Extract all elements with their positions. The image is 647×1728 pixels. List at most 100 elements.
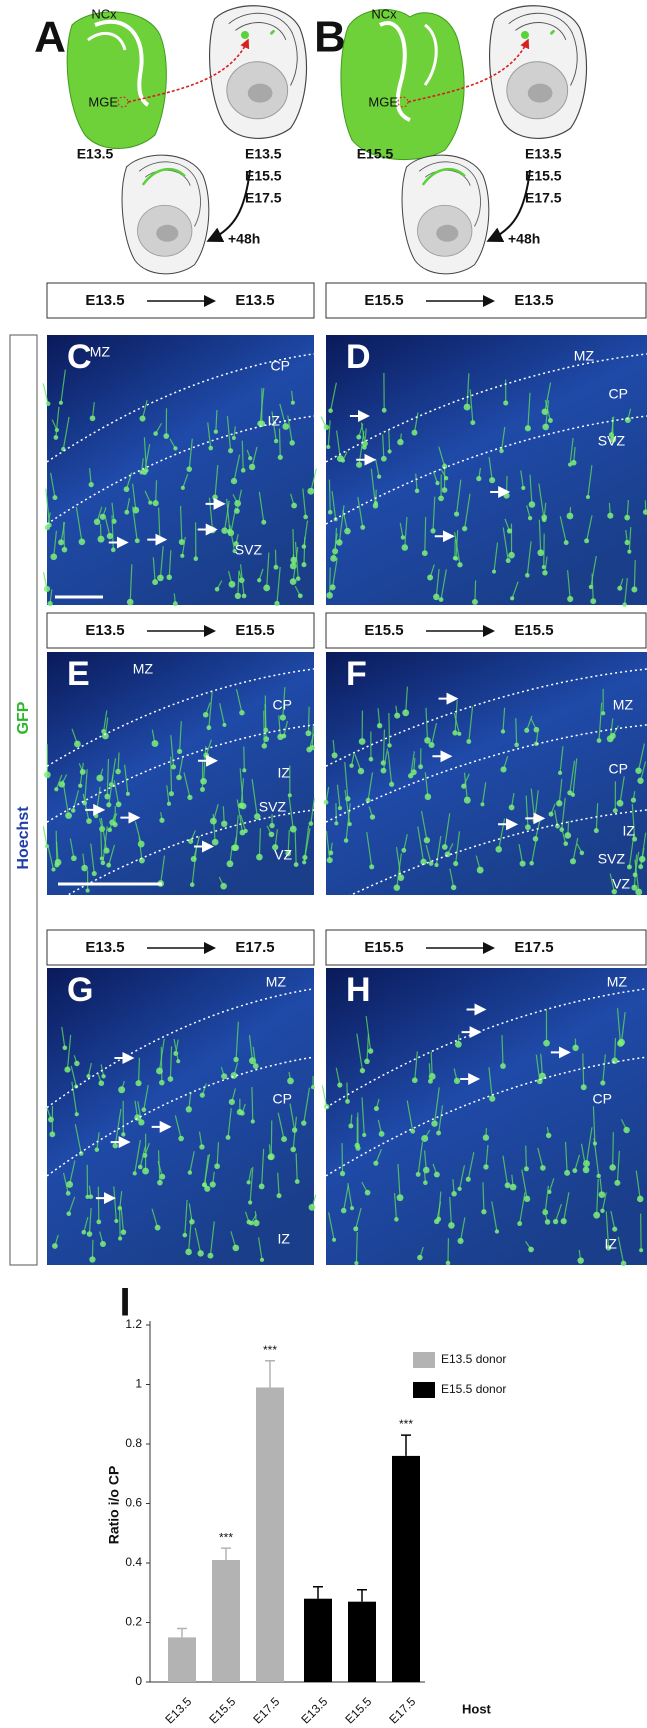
cell-body <box>387 743 391 747</box>
cell-body <box>429 742 435 748</box>
cell-body <box>340 1171 345 1176</box>
cell-body <box>633 872 638 877</box>
cell-body <box>564 832 571 839</box>
cell-process <box>156 480 157 503</box>
cell-body <box>274 439 278 443</box>
cell-body <box>59 401 63 405</box>
cell-body <box>311 1085 315 1089</box>
cell-body <box>613 808 618 813</box>
cell-body <box>163 433 169 439</box>
cell-body <box>568 463 572 467</box>
cell-body <box>288 793 292 797</box>
cell-body <box>101 861 106 866</box>
cell-body <box>269 832 275 838</box>
cell-body <box>442 487 448 493</box>
region-label: CP <box>273 1091 292 1107</box>
cell-body <box>601 711 605 715</box>
cell-body <box>79 538 86 545</box>
cell-body <box>416 1172 421 1177</box>
cell-body <box>353 1226 358 1231</box>
cell-body <box>431 1120 437 1126</box>
cortex-label: NCx <box>371 6 397 21</box>
cell-body <box>337 1082 342 1087</box>
cell-body <box>525 824 531 830</box>
cell-body <box>138 841 145 848</box>
cell-body <box>356 435 361 440</box>
region-label: MZ <box>574 348 595 364</box>
cell-body <box>241 468 246 473</box>
cell-body <box>71 808 75 812</box>
cell-body <box>528 1247 534 1253</box>
cell-body <box>234 508 240 514</box>
cell-body <box>113 1143 118 1148</box>
cell-body <box>537 549 544 556</box>
cell-body <box>301 1120 306 1125</box>
cell-body <box>503 400 508 405</box>
cell-body <box>141 1107 146 1112</box>
cell-body <box>470 420 475 425</box>
cell-body <box>86 889 90 893</box>
cell-body <box>85 1195 89 1199</box>
cell-body <box>529 861 533 865</box>
cell-body <box>95 1148 99 1152</box>
cell-body <box>212 494 218 500</box>
cell-body <box>100 1241 106 1247</box>
cell-body <box>617 586 622 591</box>
cell-body <box>617 800 624 807</box>
cell-body <box>492 570 496 574</box>
cell-body <box>80 769 86 775</box>
cell-body <box>623 1127 629 1133</box>
cell-body <box>334 821 338 825</box>
cell-body <box>388 449 392 453</box>
cell-body <box>240 803 247 810</box>
region-label: SVZ <box>235 542 263 558</box>
cell-body <box>461 784 466 789</box>
cell-body <box>302 544 307 549</box>
region-label: CP <box>593 1091 612 1107</box>
donor-age: E15.5 <box>357 146 394 162</box>
cell-body <box>611 1058 618 1065</box>
legend-swatch <box>413 1352 435 1368</box>
cell-body <box>480 802 484 806</box>
cell-body <box>336 539 342 545</box>
host-age: E13.5 <box>245 146 282 162</box>
cell-body <box>495 846 502 853</box>
cell-body <box>503 492 509 498</box>
cell-body <box>627 865 632 870</box>
cell-body <box>583 1167 590 1174</box>
cell-body <box>483 1134 489 1140</box>
cell-body <box>593 1141 597 1145</box>
region-label: IZ <box>605 1236 618 1252</box>
y-tick-label: 0.6 <box>125 1496 142 1510</box>
cell-body <box>231 478 237 484</box>
cell-body <box>240 1111 245 1116</box>
cell-body <box>51 867 55 871</box>
cell-body <box>215 587 220 592</box>
cell-body <box>546 1133 551 1138</box>
cell-body <box>78 784 82 788</box>
cell-body <box>481 1209 486 1214</box>
cell-body <box>599 1191 606 1198</box>
y-tick-label: 1.2 <box>125 1317 142 1331</box>
cell-body <box>389 782 394 787</box>
cell-body <box>106 863 111 868</box>
donor-brain <box>341 10 464 160</box>
cell-body <box>581 1084 587 1090</box>
cell-body <box>222 723 226 727</box>
cell-body <box>203 712 209 718</box>
cell-body <box>148 501 152 505</box>
cell-body <box>397 1194 404 1201</box>
significance-label: *** <box>263 1343 277 1357</box>
cell-body <box>542 517 547 522</box>
micrograph <box>47 968 316 1265</box>
cell-process <box>389 713 390 745</box>
cell-body <box>239 710 244 715</box>
cell-body <box>639 1248 643 1252</box>
cell-body <box>166 574 172 580</box>
cell-body <box>290 578 297 585</box>
cell-body <box>157 1180 163 1186</box>
cell-body <box>359 738 366 745</box>
cell-body <box>345 1099 350 1104</box>
cell-body <box>327 857 333 863</box>
cell-body <box>152 579 158 585</box>
